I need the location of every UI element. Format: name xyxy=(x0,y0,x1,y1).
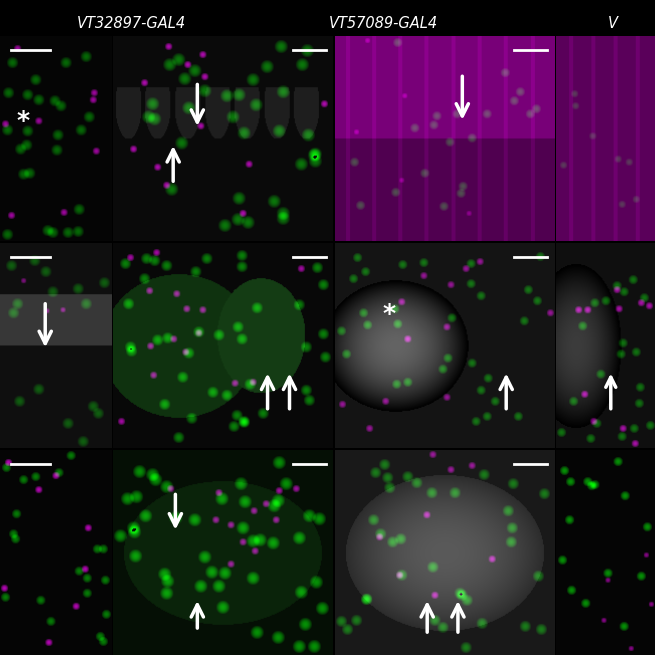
Text: VT32897-GAL4: VT32897-GAL4 xyxy=(77,16,185,31)
Text: *: * xyxy=(17,109,30,133)
Text: *: * xyxy=(383,302,396,326)
Text: V: V xyxy=(607,16,618,31)
Text: VT57089-GAL4: VT57089-GAL4 xyxy=(329,16,438,31)
